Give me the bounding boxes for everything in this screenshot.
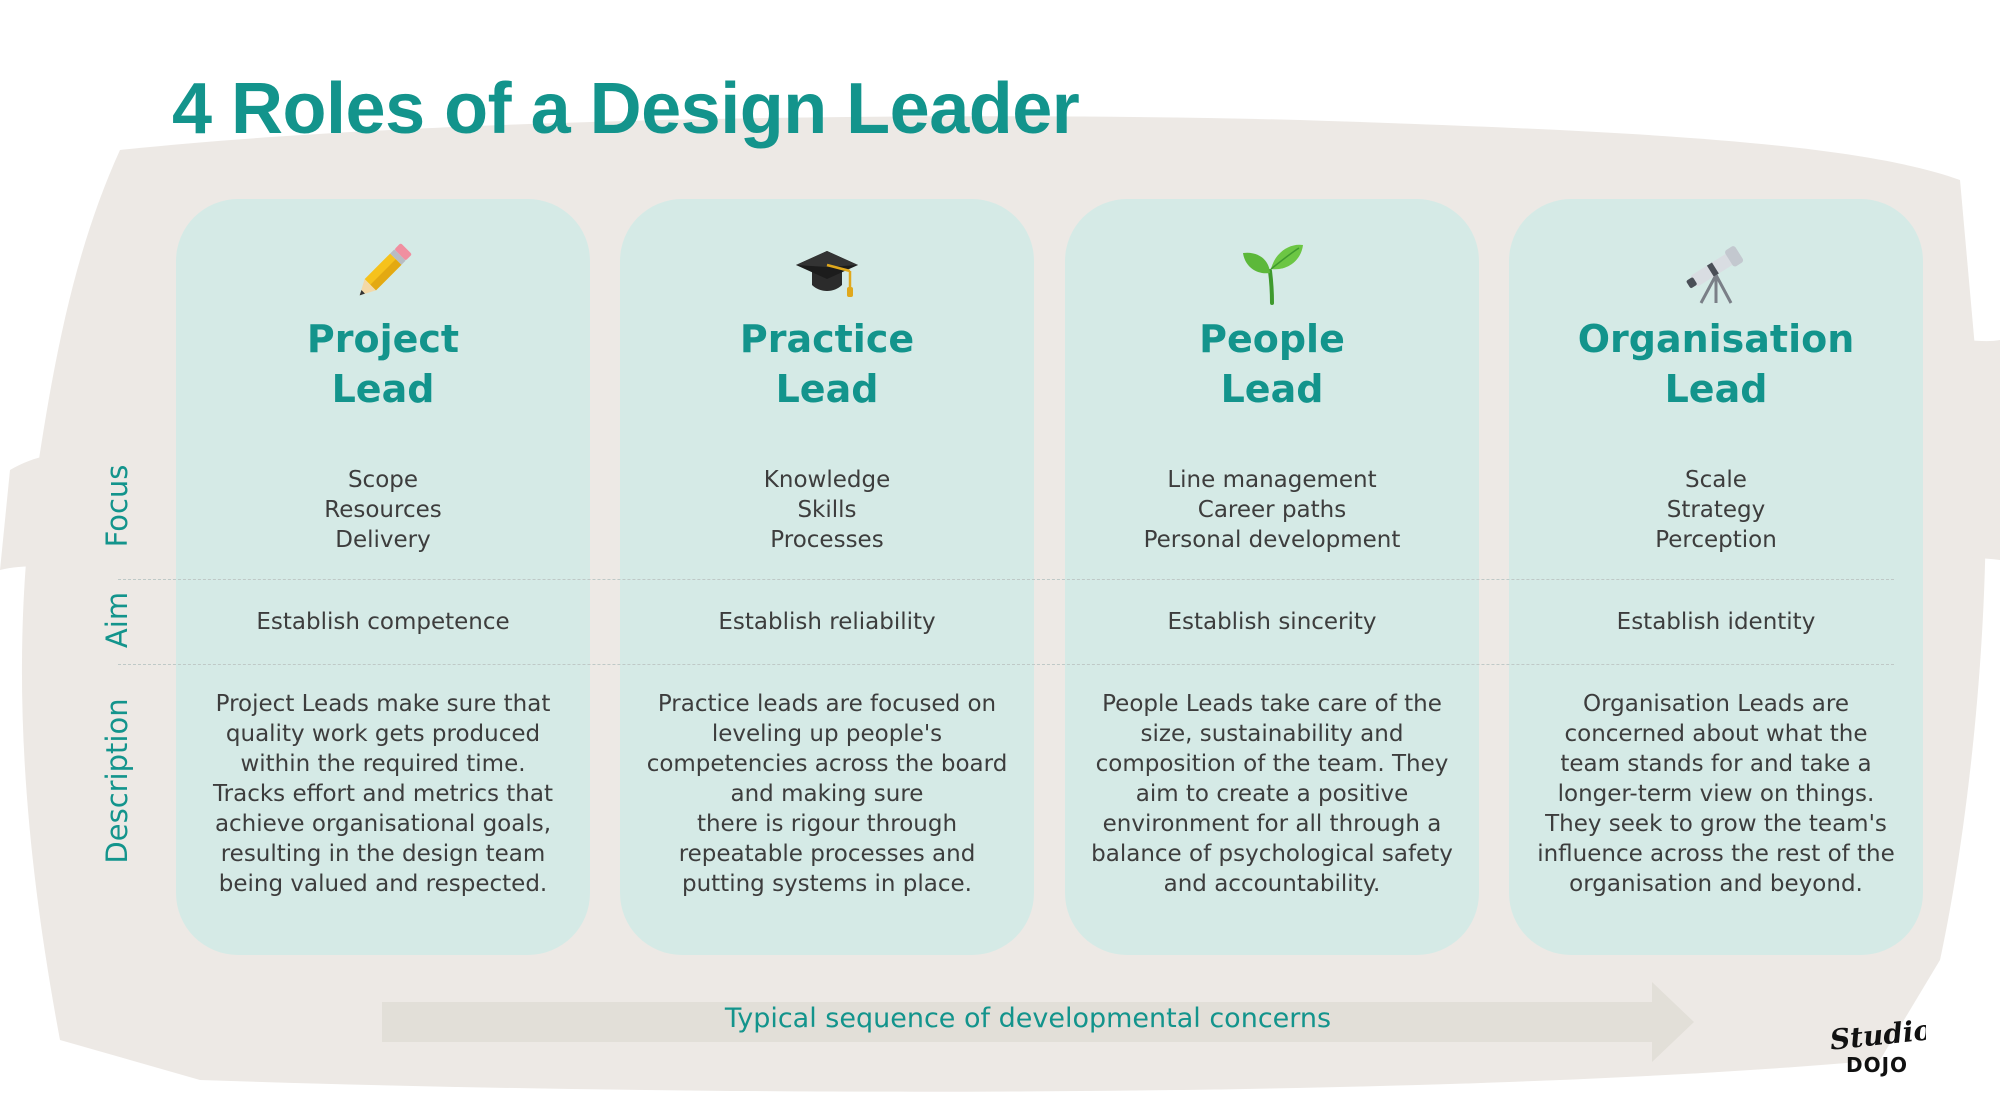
focus-list: Scale Strategy Perception: [1509, 465, 1923, 555]
description-text: People Leads take care of the size, sust…: [1089, 689, 1455, 899]
aim-text: Establish sincerity: [1167, 609, 1377, 635]
focus-item: Personal development: [1143, 527, 1401, 553]
pencil-icon: [359, 243, 412, 296]
role-card-practice-lead: Practice Lead Knowledge Skills Processes…: [620, 199, 1034, 955]
focus-item: Delivery: [335, 527, 431, 553]
description-line: concerned about what the: [1564, 721, 1868, 747]
role-name-line: Lead: [1220, 367, 1324, 411]
svg-text:DOJO: DOJO: [1846, 1053, 1908, 1077]
focus-item: Scale: [1685, 467, 1747, 493]
description-line: longer-term view on things.: [1557, 781, 1875, 807]
description-line: resulting in the design team: [220, 841, 546, 867]
role-name-project-lead: Project Lead: [176, 314, 590, 414]
role-card-project-lead: Project Lead Scope Resources Delivery Es…: [176, 199, 590, 955]
description-line: repeatable processes and: [678, 841, 976, 867]
description-line: aim to create a positive: [1135, 781, 1409, 807]
row-label-aim: Aim: [100, 591, 134, 649]
description-line: They seek to grow the team's: [1545, 811, 1887, 837]
focus-item: Skills: [797, 497, 857, 523]
aim-text: Establish identity: [1616, 609, 1816, 635]
role-name-practice-lead: Practice Lead: [620, 314, 1034, 414]
focus-item: Career paths: [1197, 497, 1347, 523]
description-line: Project Leads make sure that: [215, 691, 551, 717]
description-line: People Leads take care of the: [1102, 691, 1442, 717]
focus-list: Line management Career paths Personal de…: [1065, 465, 1479, 555]
row-divider-aim-description: [118, 664, 1894, 665]
focus-item: Perception: [1655, 527, 1777, 553]
role-name-line: Lead: [775, 367, 879, 411]
description-text: Practice leads are focused on leveling u…: [644, 689, 1010, 899]
focus-item: Resources: [324, 497, 442, 523]
focus-list: Knowledge Skills Processes: [620, 465, 1034, 555]
description-line: and accountability.: [1163, 871, 1381, 897]
focus-item: Strategy: [1666, 497, 1766, 523]
focus-list: Scope Resources Delivery: [176, 465, 590, 555]
role-name-line: Project: [306, 317, 460, 361]
description-line: team stands for and take a: [1560, 751, 1872, 777]
description-line: Organisation Leads are: [1582, 691, 1849, 717]
focus-item: Knowledge: [763, 467, 891, 493]
description-line: and making sure: [730, 781, 924, 807]
description-line: size, sustainability and: [1140, 721, 1404, 747]
description-line: balance of psychological safety: [1091, 841, 1453, 867]
role-name-line: Lead: [331, 367, 435, 411]
svg-text:Studio: Studio: [1828, 1018, 1926, 1057]
description-line: Practice leads are focused on: [657, 691, 997, 717]
role-name-line: Organisation: [1577, 317, 1855, 361]
focus-item: Scope: [347, 467, 419, 493]
role-card-people-lead: People Lead Line management Career paths…: [1065, 199, 1479, 955]
row-label-description: Description: [100, 698, 134, 864]
role-name-line: People: [1199, 317, 1345, 361]
role-name-people-lead: People Lead: [1065, 314, 1479, 414]
description-line: achieve organisational goals,: [214, 811, 552, 837]
page-title: 4 Roles of a Design Leader: [172, 69, 1080, 149]
description-line: within the required time.: [240, 751, 526, 777]
graduation-cap-icon: [796, 251, 858, 297]
description-line: competencies across the board: [646, 751, 1008, 777]
description-line: being valued and respected.: [218, 871, 548, 897]
row-label-focus: Focus: [100, 464, 134, 548]
sequence-arrow-label: Typical sequence of developmental concer…: [724, 1003, 1332, 1034]
description-line: Tracks effort and metrics that: [213, 781, 553, 807]
description-line: composition of the team. They: [1095, 751, 1449, 777]
description-text: Project Leads make sure that quality wor…: [200, 689, 566, 899]
description-line: organisation and beyond.: [1569, 871, 1863, 897]
role-card-organisation-lead: Organisation Lead Scale Strategy Percept…: [1509, 199, 1923, 955]
aim-text: Establish reliability: [718, 609, 936, 635]
description-line: quality work gets produced: [225, 721, 541, 747]
description-line: there is rigour through: [696, 811, 958, 837]
description-line: influence across the rest of the: [1537, 841, 1895, 867]
telescope-icon: [1686, 246, 1744, 304]
description-line: leveling up people's: [711, 721, 943, 747]
studio-dojo-logo: Studio DOJO: [1828, 1018, 1926, 1077]
focus-item: Processes: [770, 527, 884, 553]
row-divider-focus-aim: [118, 579, 1894, 580]
aim-text: Establish competence: [256, 609, 510, 635]
description-line: environment for all through a: [1102, 811, 1442, 837]
role-name-organisation-lead: Organisation Lead: [1509, 314, 1923, 414]
focus-item: Line management: [1167, 467, 1377, 493]
sequence-arrow: [382, 982, 1694, 1062]
description-text: Organisation Leads are concerned about w…: [1533, 689, 1899, 899]
role-name-line: Practice: [739, 317, 915, 361]
description-line: putting systems in place.: [681, 871, 972, 897]
role-name-line: Lead: [1664, 367, 1768, 411]
seedling-icon: [1243, 244, 1303, 305]
